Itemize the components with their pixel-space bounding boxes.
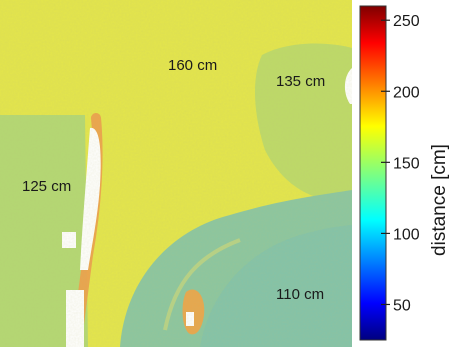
colorbar-ticks: 50 100 150 200 250 xyxy=(381,13,420,314)
annotation-110cm: 110 cm xyxy=(276,286,324,303)
colorbar-tick-label: 150 xyxy=(393,155,420,172)
colorbar-tick-label: 50 xyxy=(393,297,411,314)
colorbar-tick-label: 200 xyxy=(393,84,420,101)
heatmap-image xyxy=(0,0,352,347)
colorbar-label: distance [cm] xyxy=(429,144,450,256)
colorbar: 50 100 150 200 250 distance [cm] xyxy=(359,5,450,341)
colorbar-tick-label: 250 xyxy=(393,13,420,30)
annotation-125cm: 125 cm xyxy=(22,178,71,195)
noise-overlay xyxy=(0,0,352,347)
colorbar-gradient xyxy=(359,5,387,341)
annotation-135cm: 135 cm xyxy=(276,73,325,90)
annotation-160cm: 160 cm xyxy=(168,57,217,74)
colorbar-tick-label: 100 xyxy=(393,226,420,243)
